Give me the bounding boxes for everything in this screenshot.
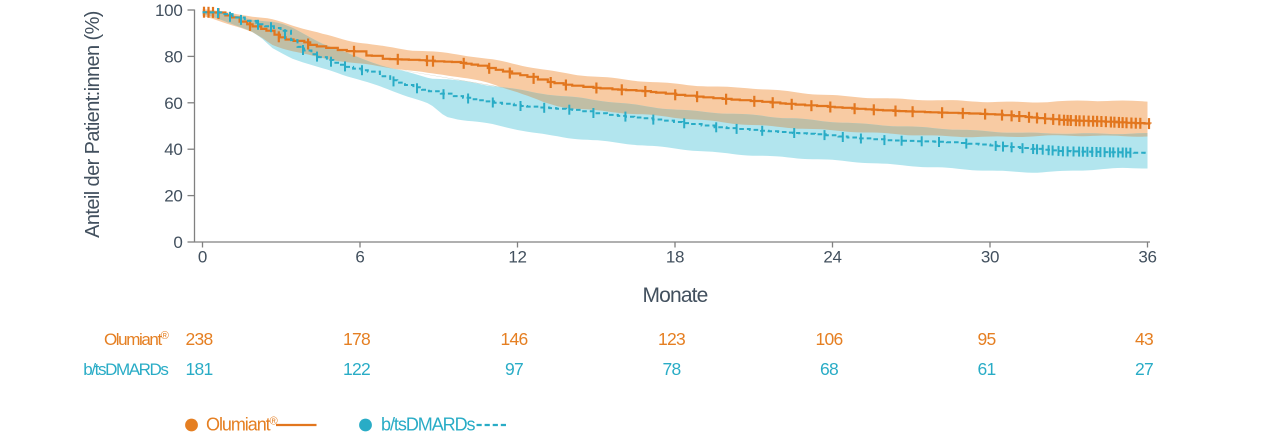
svg-text:b/tsDMARDs: b/tsDMARDs bbox=[83, 360, 168, 379]
svg-text:238: 238 bbox=[185, 329, 212, 349]
svg-text:40: 40 bbox=[164, 140, 182, 159]
svg-text:36: 36 bbox=[1138, 248, 1156, 267]
svg-text:78: 78 bbox=[662, 359, 680, 379]
svg-text:Olumiant®: Olumiant® bbox=[206, 415, 278, 435]
svg-text:123: 123 bbox=[658, 329, 685, 349]
svg-text:6: 6 bbox=[355, 248, 364, 267]
svg-text:Monate: Monate bbox=[643, 284, 708, 307]
svg-text:146: 146 bbox=[500, 329, 527, 349]
svg-text:106: 106 bbox=[815, 329, 842, 349]
svg-text:80: 80 bbox=[164, 47, 182, 66]
svg-text:95: 95 bbox=[977, 329, 995, 349]
svg-text:12: 12 bbox=[508, 248, 526, 267]
svg-text:61: 61 bbox=[977, 359, 995, 379]
svg-text:100: 100 bbox=[155, 1, 182, 20]
svg-text:Olumiant®: Olumiant® bbox=[104, 330, 169, 349]
svg-text:24: 24 bbox=[823, 248, 841, 267]
svg-text:43: 43 bbox=[1135, 329, 1153, 349]
svg-text:Anteil der Patient:innen (%): Anteil der Patient:innen (%) bbox=[82, 11, 104, 238]
svg-text:0: 0 bbox=[173, 233, 182, 252]
svg-text:18: 18 bbox=[666, 248, 684, 267]
svg-text:181: 181 bbox=[185, 359, 212, 379]
svg-text:122: 122 bbox=[343, 359, 370, 379]
svg-text:20: 20 bbox=[164, 187, 182, 206]
svg-text:0: 0 bbox=[198, 248, 207, 267]
svg-text:178: 178 bbox=[343, 329, 370, 349]
svg-text:60: 60 bbox=[164, 94, 182, 113]
svg-text:30: 30 bbox=[981, 248, 999, 267]
svg-text:27: 27 bbox=[1135, 359, 1153, 379]
svg-text:97: 97 bbox=[505, 359, 523, 379]
svg-text:b/tsDMARDs: b/tsDMARDs bbox=[381, 415, 476, 435]
svg-text:68: 68 bbox=[820, 359, 838, 379]
